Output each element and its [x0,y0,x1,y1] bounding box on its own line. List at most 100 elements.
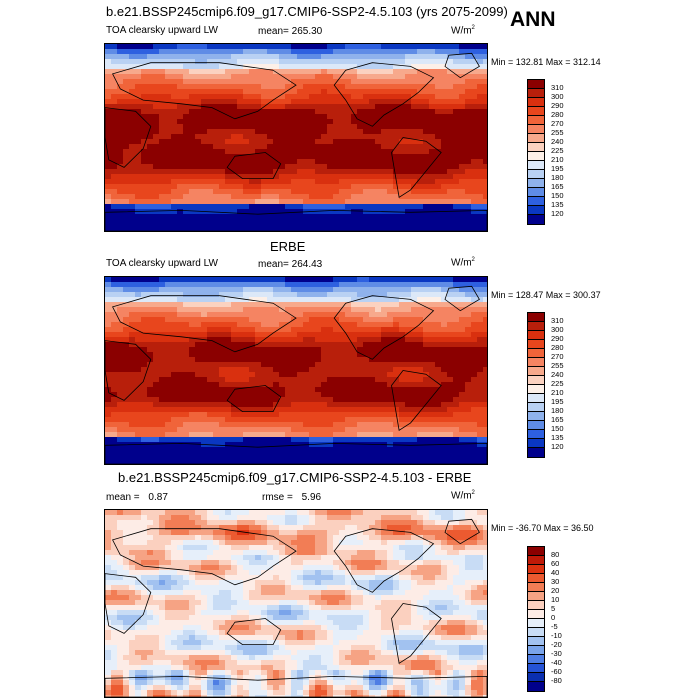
map-cell [213,382,220,388]
map-cell [267,49,274,55]
map-cell [297,124,304,130]
map-cell [171,277,178,283]
map-cell [405,194,412,200]
map-cell [183,219,190,225]
map-cell [177,134,184,140]
map-cell [321,437,328,443]
map-cell [183,292,190,298]
map-cell [201,397,208,403]
map-cell [165,134,172,140]
map-cell [405,229,412,231]
map-cell [147,317,154,323]
map-cell [327,332,334,338]
map-cell [153,104,160,110]
map-cell [327,204,334,210]
map-cell [303,74,310,80]
map-cell [237,282,244,288]
map-cell [405,362,412,368]
map-cell [297,189,304,195]
map-cell [381,109,388,115]
map-cell [327,54,334,60]
map-cell [471,174,478,180]
map-cell [207,109,214,115]
map-cell [201,84,208,90]
map-cell [381,194,388,200]
map-cell [171,442,178,448]
map-cell [105,372,112,378]
map-cell [375,382,382,388]
map-cell [129,352,136,358]
map-cell [315,292,322,298]
map-cell [429,59,436,65]
map-cell [207,179,214,185]
map-cell [153,149,160,155]
map-cell [339,417,346,423]
map-cell [435,397,442,403]
map-cell [291,84,298,90]
map-cell [477,129,484,135]
map-cell [309,452,316,458]
map-cell [237,224,244,230]
map-cell [345,169,352,175]
map-cell [135,412,142,418]
map-cell [327,312,334,318]
map-cell [285,317,292,323]
map-cell [267,59,274,65]
map-cell [327,427,334,433]
map-cell [111,84,118,90]
map-cell [243,104,250,110]
map-cell [141,402,148,408]
map-cell [141,89,148,95]
map-cell [375,357,382,363]
map-cell [381,377,388,383]
map-cell [369,402,376,408]
map-cell [165,322,172,328]
map-cell [117,287,124,293]
map-cell [225,119,232,125]
map-cell [381,174,388,180]
map-cell [207,510,214,516]
map-cell [255,447,262,453]
map-cell [315,149,322,155]
map-cell [459,387,466,393]
map-cell [195,397,202,403]
map-cell [435,377,442,383]
map-cell [321,322,328,328]
map-cell [255,367,262,373]
map-cell [225,99,232,105]
map-cell [393,89,400,95]
map-cell [225,109,232,115]
map-cell [171,184,178,190]
map-cell [213,412,220,418]
map-cell [153,114,160,120]
map-cell [447,357,454,363]
map-cell [147,54,154,60]
colorbar-tick-label: 225 [551,379,564,388]
map-cell [171,357,178,363]
map-cell [351,84,358,90]
map-cell [243,282,250,288]
map-cell [195,129,202,135]
map-cell [297,49,304,55]
map-cell [453,179,460,185]
map-cell [363,412,370,418]
map-cell [309,282,316,288]
map-cell [279,422,286,428]
map-cell [321,442,328,448]
map-cell [267,352,274,358]
map-cell [117,297,124,303]
map-cell [417,347,424,353]
map-cell [123,417,130,423]
map-cell [321,174,328,180]
map-cell [117,362,124,368]
map-cell [369,427,376,433]
map-cell [171,69,178,75]
map-cell [273,199,280,205]
map-cell [393,154,400,160]
map-cell [471,64,478,70]
map-cell [411,382,418,388]
map-cell [441,427,448,433]
map-cell [105,179,112,185]
map-cell [369,64,376,70]
map-cell [189,169,196,175]
